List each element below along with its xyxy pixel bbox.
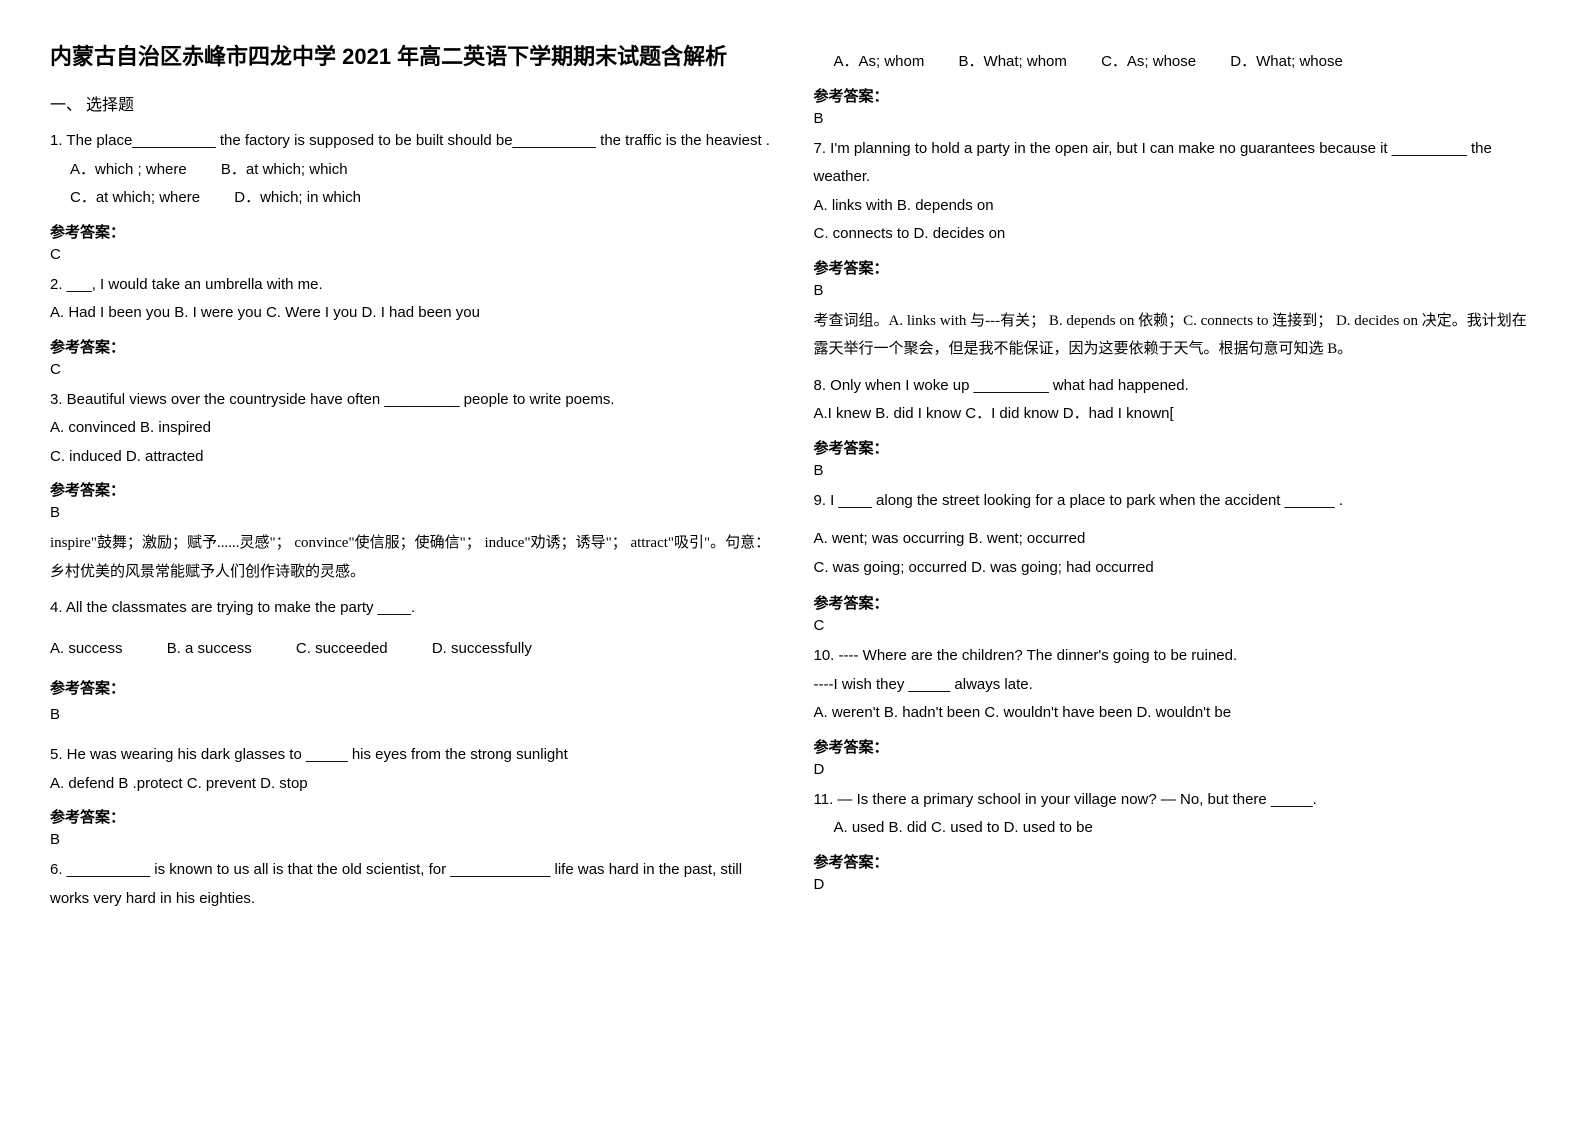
q11-answer-label: 参考答案：	[814, 851, 1538, 872]
q1-answer-label: 参考答案：	[50, 221, 774, 242]
q7-line2: C. connects to D. decides on	[814, 220, 1538, 249]
question-3: 3. Beautiful views over the countryside …	[50, 386, 774, 472]
q9-text: 9. I ____ along the street looking for a…	[814, 487, 1538, 516]
left-column: 内蒙古自治区赤峰市四龙中学 2021 年高二英语下学期期末试题含解析 一、 选择…	[50, 40, 774, 921]
q1-opt-a: A．which ; where	[70, 161, 187, 178]
q7-text: 7. I'm planning to hold a party in the o…	[814, 135, 1538, 192]
q5-answer: B	[50, 831, 774, 848]
q8-options: A.I knew B. did I know C．I did know D．ha…	[814, 400, 1538, 429]
q6-text: 6. __________ is known to us all is that…	[50, 856, 774, 913]
question-4: 4. All the classmates are trying to make…	[50, 594, 774, 663]
q6-answer: B	[814, 110, 1538, 127]
q7-line1: A. links with B. depends on	[814, 192, 1538, 221]
q11-text: 11. — Is there a primary school in your …	[814, 786, 1538, 815]
q5-answer-label: 参考答案：	[50, 806, 774, 827]
q9-line1: A. went; was occurring B. went; occurred	[814, 525, 1538, 554]
q5-options: A. defend B .protect C. prevent D. stop	[50, 770, 774, 799]
q10-text2: ----I wish they _____ always late.	[814, 671, 1538, 700]
question-1: 1. The place__________ the factory is su…	[50, 127, 774, 213]
q3-text: 3. Beautiful views over the countryside …	[50, 386, 774, 415]
q3-answer-label: 参考答案：	[50, 479, 774, 500]
question-9: 9. I ____ along the street looking for a…	[814, 487, 1538, 583]
q6-options-row: A．As; whom B．What; whom C．As; whose D．Wh…	[834, 48, 1538, 77]
q2-answer-label: 参考答案：	[50, 336, 774, 357]
q2-text: 2. ___, I would take an umbrella with me…	[50, 271, 774, 300]
question-8: 8. Only when I woke up _________ what ha…	[814, 372, 1538, 429]
q4-options: A. success B. a success C. succeeded D. …	[50, 635, 774, 664]
q3-line2: C. induced D. attracted	[50, 443, 774, 472]
q5-text: 5. He was wearing his dark glasses to __…	[50, 741, 774, 770]
q4-opt-b: B. a success	[167, 640, 252, 657]
q10-answer-label: 参考答案：	[814, 736, 1538, 757]
q1-opt-b: B．at which; which	[221, 161, 348, 178]
q10-text1: 10. ---- Where are the children? The din…	[814, 642, 1538, 671]
q10-answer: D	[814, 761, 1538, 778]
q9-answer-label: 参考答案：	[814, 592, 1538, 613]
q1-text: 1. The place__________ the factory is su…	[50, 127, 774, 156]
q6-opt-a: A．As; whom	[834, 53, 925, 70]
right-column: A．As; whom B．What; whom C．As; whose D．Wh…	[814, 40, 1538, 921]
q8-text: 8. Only when I woke up _________ what ha…	[814, 372, 1538, 401]
question-6: 6. __________ is known to us all is that…	[50, 856, 774, 913]
q9-line2: C. was going; occurred D. was going; had…	[814, 554, 1538, 583]
q11-options: A. used B. did C. used to D. used to be	[834, 814, 1538, 843]
q3-explanation: inspire"鼓舞；激励；赋予......灵感"； convince"使信服；…	[50, 529, 774, 586]
q7-explanation: 考查词组。A. links with 与---有关； B. depends on…	[814, 307, 1538, 364]
q6-answer-label: 参考答案：	[814, 85, 1538, 106]
q4-opt-c: C. succeeded	[296, 640, 388, 657]
q11-answer: D	[814, 876, 1538, 893]
q4-opt-d: D. successfully	[432, 640, 532, 657]
q6-opt-d: D．What; whose	[1230, 53, 1343, 70]
question-2: 2. ___, I would take an umbrella with me…	[50, 271, 774, 328]
section-heading: 一、 选择题	[50, 91, 774, 115]
q10-options: A. weren't B. hadn't been C. wouldn't ha…	[814, 699, 1538, 728]
question-11: 11. — Is there a primary school in your …	[814, 786, 1538, 843]
q3-answer: B	[50, 504, 774, 521]
q4-opt-a: A. success	[50, 640, 123, 657]
q1-opt-c: C．at which; where	[70, 189, 200, 206]
q1-options: A．which ; where B．at which; which C．at w…	[70, 156, 774, 213]
q3-line1: A. convinced B. inspired	[50, 414, 774, 443]
exam-title: 内蒙古自治区赤峰市四龙中学 2021 年高二英语下学期期末试题含解析	[50, 40, 774, 73]
q2-answer: C	[50, 361, 774, 378]
question-10: 10. ---- Where are the children? The din…	[814, 642, 1538, 728]
q4-text: 4. All the classmates are trying to make…	[50, 594, 774, 623]
q9-answer: C	[814, 617, 1538, 634]
question-5: 5. He was wearing his dark glasses to __…	[50, 741, 774, 798]
q6-opt-c: C．As; whose	[1101, 53, 1196, 70]
q6-opt-b: B．What; whom	[959, 53, 1067, 70]
q7-answer: B	[814, 282, 1538, 299]
q2-options: A. Had I been you B. I were you C. Were …	[50, 299, 774, 328]
question-7: 7. I'm planning to hold a party in the o…	[814, 135, 1538, 249]
q4-answer: B	[50, 706, 774, 723]
q8-answer-label: 参考答案：	[814, 437, 1538, 458]
q8-answer: B	[814, 462, 1538, 479]
q1-opt-d: D．which; in which	[234, 189, 361, 206]
q4-answer-label: 参考答案：	[50, 677, 774, 698]
q1-answer: C	[50, 246, 774, 263]
q7-answer-label: 参考答案：	[814, 257, 1538, 278]
